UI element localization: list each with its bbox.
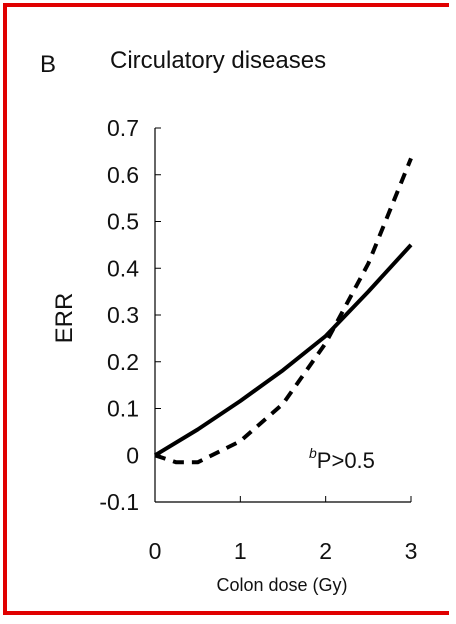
- x-tick-label: 2: [319, 538, 332, 564]
- y-tick-label: 0.3: [107, 302, 139, 328]
- x-tick-label: 1: [234, 538, 247, 564]
- dashed-series-line: [154, 157, 413, 465]
- y-tick-label: -0.1: [99, 489, 139, 515]
- y-tick-label: 0.1: [107, 396, 139, 422]
- x-tick-label: 0: [149, 538, 162, 564]
- y-tick-label: 0.4: [107, 255, 139, 281]
- y-tick-label: 0: [126, 442, 139, 468]
- y-tick-label: 0.2: [107, 349, 139, 375]
- series-lines: [153, 157, 413, 465]
- y-ticks: 0.7 0.6 0.5 0.4 0.3 0.2 0.1 0 -0.1: [99, 115, 161, 515]
- chart-title: Circulatory diseases: [110, 47, 326, 74]
- x-ticks: 0 1 2 3: [149, 496, 418, 564]
- y-tick-label: 0.6: [107, 162, 139, 188]
- significance-annotation: bP>0.5: [309, 445, 375, 473]
- x-axis-label: Colon dose (Gy): [216, 575, 347, 595]
- annotation-text: P>0.5: [317, 448, 375, 473]
- annotation-superscript: b: [309, 445, 317, 461]
- panel-label: B: [40, 51, 56, 78]
- y-tick-label: 0.7: [107, 115, 139, 141]
- solid-series-line: [153, 243, 413, 458]
- axes: [154, 128, 411, 503]
- y-tick-label: 0.5: [107, 209, 139, 235]
- y-axis-label: ERR: [51, 293, 78, 344]
- panel-border: [3, 3, 449, 615]
- x-tick-label: 3: [405, 538, 418, 564]
